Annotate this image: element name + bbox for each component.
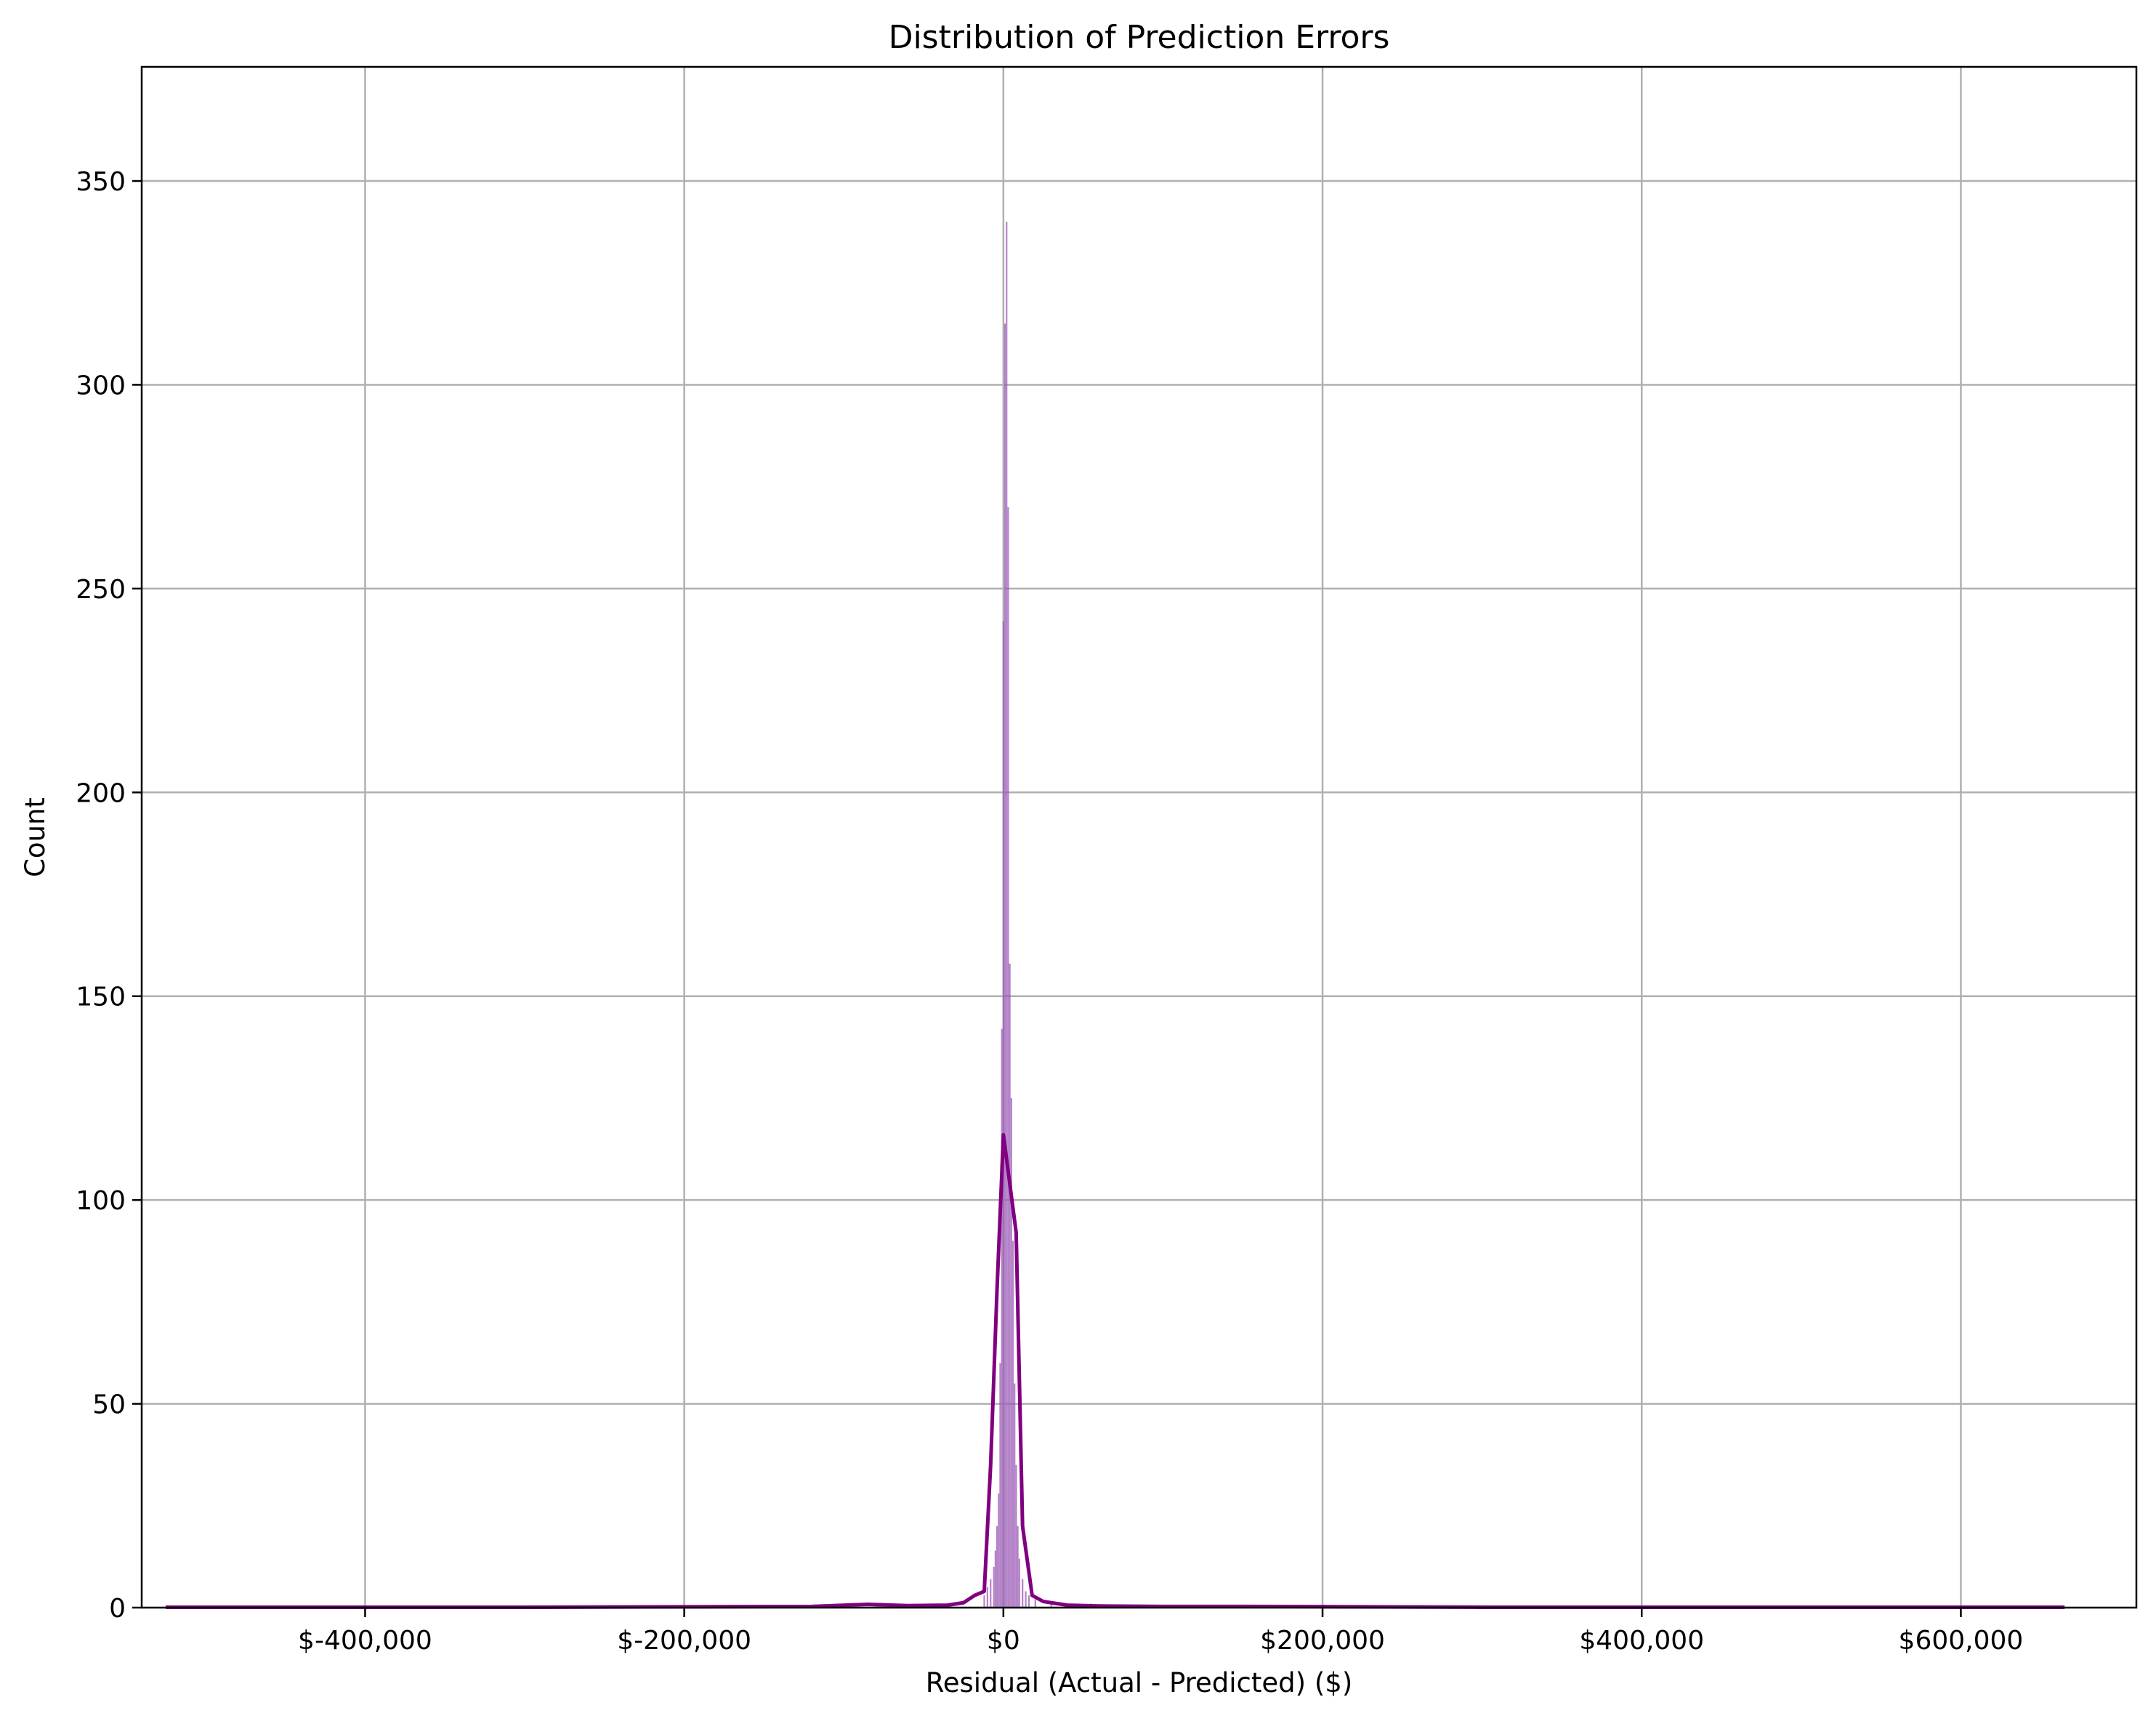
histogram-bar: [998, 1493, 1000, 1608]
y-axis-label: Count: [20, 797, 51, 877]
x-axis-label: Residual (Actual - Predicted) ($): [926, 1667, 1353, 1698]
histogram-bar: [986, 1587, 988, 1608]
y-tick-label: 150: [76, 983, 126, 1012]
histogram-bar: [993, 1566, 995, 1608]
histogram-bar: [996, 1525, 998, 1608]
histogram-bar: [994, 1550, 996, 1608]
y-tick-label: 200: [76, 778, 126, 808]
histogram-bar: [1015, 1464, 1017, 1608]
x-tick-label: $-400,000: [298, 1626, 432, 1656]
y-tick-label: 350: [76, 167, 126, 197]
histogram-bar: [983, 1595, 985, 1608]
histogram-bar: [1014, 1383, 1016, 1608]
kde-line: [165, 1132, 2065, 1609]
histogram-bar: [1034, 1599, 1036, 1608]
x-tick-label: $400,000: [1579, 1626, 1704, 1656]
histogram-bar: [1002, 621, 1004, 1608]
histogram-bar: [1050, 1603, 1052, 1608]
histogram-bar: [1001, 1028, 1003, 1608]
histogram-bar: [990, 1579, 992, 1608]
histogram-bar: [1017, 1525, 1019, 1608]
histogram-bar: [1025, 1591, 1027, 1608]
y-tick-label: 100: [76, 1186, 126, 1216]
chart-title: Distribution of Prediction Errors: [889, 19, 1390, 56]
histogram-bar: [1004, 323, 1006, 1608]
x-tick-label: $-200,000: [617, 1626, 751, 1656]
y-tick-label: 0: [109, 1594, 126, 1624]
axes-frame: [140, 65, 2138, 1609]
histogram-bar: [1012, 1241, 1014, 1608]
histogram-bar: [1018, 1558, 1020, 1608]
y-tick-label: 300: [76, 371, 126, 400]
x-tick-label: $600,000: [1899, 1626, 2024, 1656]
histogram-bar: [1027, 1595, 1030, 1608]
y-tick-label: 250: [76, 575, 126, 605]
histogram-bar: [999, 1363, 1001, 1608]
histogram-bar: [1009, 963, 1011, 1608]
kde-curve: [165, 1132, 2065, 1609]
axis-ticks: $-400,000 $-200,000 $0 $200,000 $400,000 $600…: [76, 167, 2023, 1656]
x-tick-label: $0: [987, 1626, 1020, 1656]
histogram-bar: [1006, 222, 1008, 1608]
x-tick-label: $200,000: [1260, 1626, 1385, 1656]
histogram-bar: [1022, 1579, 1024, 1608]
histogram-bar: [1010, 1097, 1012, 1608]
histogram-bar: [1007, 507, 1009, 1608]
grid-lines: [142, 67, 2136, 1609]
y-tick-label: 50: [92, 1390, 126, 1420]
